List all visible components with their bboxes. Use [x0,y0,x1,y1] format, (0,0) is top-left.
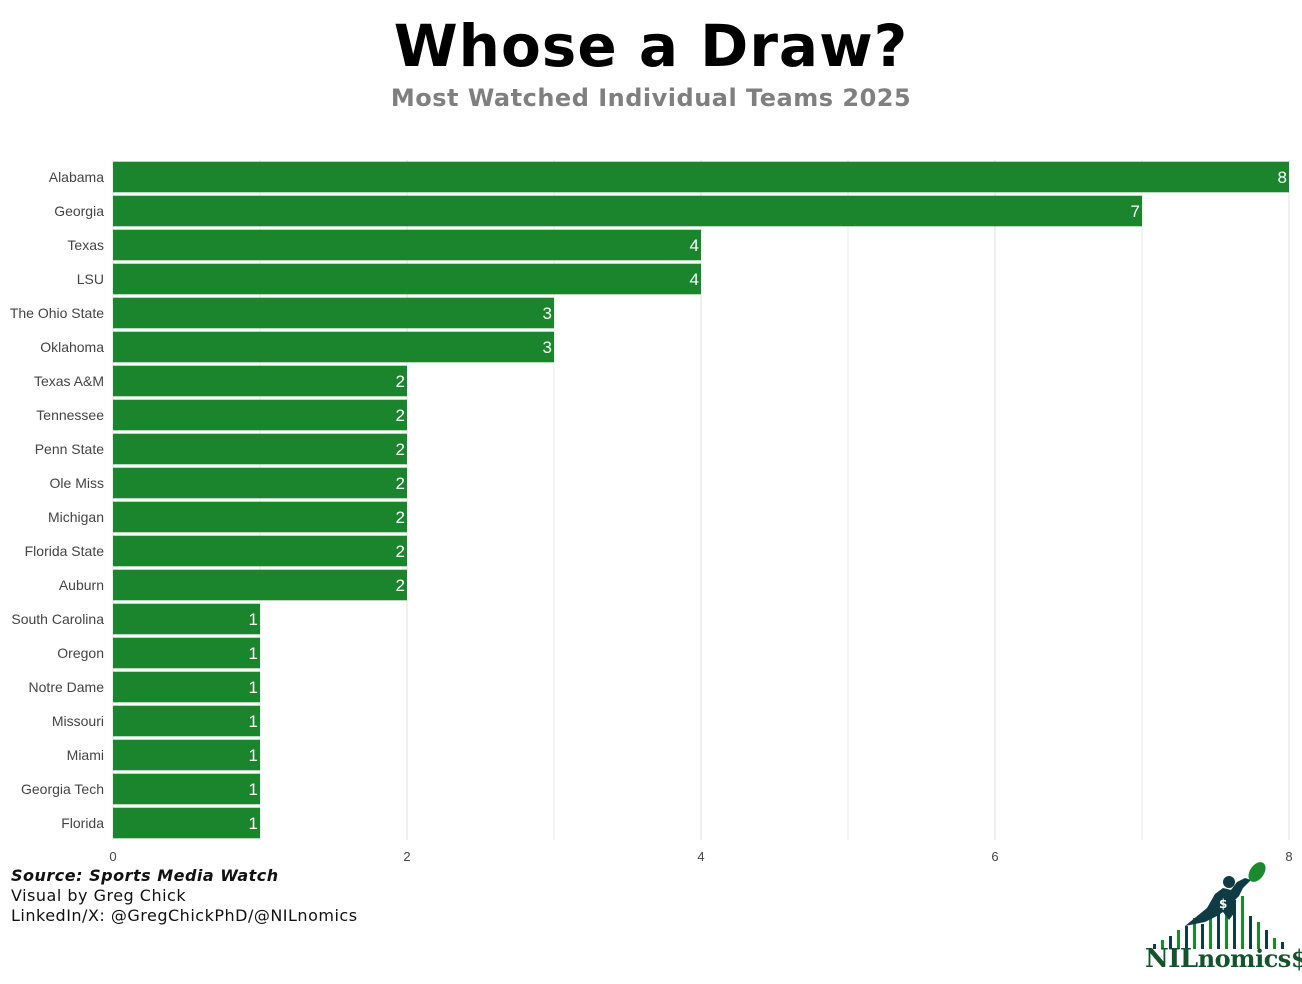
gridlines [112,160,1290,840]
bar-value-label: 1 [249,610,258,629]
bars: 8 7 4 4 3 3 2 2 2 2 2 2 2 1 1 1 1 1 1 1 [113,161,1289,839]
x-tick-label: 4 [697,849,704,864]
bar-value-label: 2 [396,508,405,527]
caption: Source: Sports Media Watch Visual by Gre… [11,866,358,926]
bar-value-label: 3 [543,338,552,357]
category-label: LSU [77,271,104,287]
bar [113,195,1142,227]
category-label: Miami [67,747,104,763]
category-label: Penn State [35,441,104,457]
credit-note: Visual by Greg Chick [11,886,187,905]
x-tick-label: 0 [109,849,116,864]
category-labels: Alabama Georgia Texas LSU The Ohio State Okla… [10,169,104,831]
x-tick-label: 8 [1285,849,1292,864]
chart-title: Whose a Draw? [393,12,909,80]
bar-value-label: 2 [396,576,405,595]
category-label: South Carolina [11,611,104,627]
category-label: The Ohio State [10,305,104,321]
bar-value-label: 2 [396,474,405,493]
chart-subtitle: Most Watched Individual Teams 2025 [390,84,912,112]
bar [113,705,260,737]
category-label: Oklahoma [40,339,104,355]
category-label: Tennessee [36,407,104,423]
bar [113,501,407,533]
x-tick-label: 2 [403,849,410,864]
bar [113,739,260,771]
bar-value-label: 1 [249,814,258,833]
bar [113,433,407,465]
bar-chart: 8 7 4 4 3 3 2 2 2 2 2 2 2 1 1 1 1 1 1 1 Alabama Georgia Texas… [10,160,1293,864]
logo-wordmark: NILnomics$ [1145,944,1302,974]
bar-value-label: 2 [396,372,405,391]
source-note: Source: Sports Media Watch [11,866,279,885]
category-label: Florida State [25,543,105,559]
logo-graphic: $ [1153,862,1284,949]
category-label: Missouri [52,713,104,729]
category-label: Auburn [59,577,104,593]
bar-value-label: 7 [1131,202,1140,221]
bar-value-label: 4 [690,270,699,289]
category-label: Notre Dame [29,679,105,695]
bar-value-label: 8 [1278,168,1287,187]
svg-text:$: $ [1219,897,1227,911]
category-label: Michigan [48,509,104,525]
bar [113,467,407,499]
nilnomics-logo: $ NILnomics$ [1145,860,1302,980]
bar-value-label: 2 [396,440,405,459]
bar [113,297,554,329]
bar [113,263,701,295]
bar [113,161,1289,193]
bar-value-label: 1 [249,746,258,765]
bar-value-label: 2 [396,406,405,425]
category-label: Alabama [49,169,104,185]
category-label: Florida [61,815,104,831]
logo-nomics: nomics$ [1197,944,1302,973]
bar [113,229,701,261]
bar [113,807,260,839]
bar-value-label: 3 [543,304,552,323]
bar [113,671,260,703]
x-tick-label: 6 [991,849,998,864]
bar-value-label: 1 [249,644,258,663]
bar-value-label: 1 [249,780,258,799]
logo-nil: NIL [1145,944,1198,974]
bar [113,535,407,567]
bar [113,773,260,805]
bar [113,637,260,669]
category-label: Ole Miss [50,475,104,491]
social-handles: LinkedIn/X: @GregChickPhD/@NILnomics [11,906,358,925]
category-label: Oregon [57,645,104,661]
bar-value-label: 1 [249,678,258,697]
category-label: Texas [67,237,104,253]
bar [113,331,554,363]
bar-value-label: 2 [396,542,405,561]
bar [113,365,407,397]
category-label: Georgia Tech [21,781,104,797]
category-label: Texas A&M [34,373,104,389]
bar [113,399,407,431]
bar [113,603,260,635]
x-axis-ticks: 0 2 4 6 8 [109,849,1292,864]
bar-value-label: 4 [690,236,699,255]
bar-value-label: 1 [249,712,258,731]
category-label: Georgia [54,203,104,219]
bar [113,569,407,601]
